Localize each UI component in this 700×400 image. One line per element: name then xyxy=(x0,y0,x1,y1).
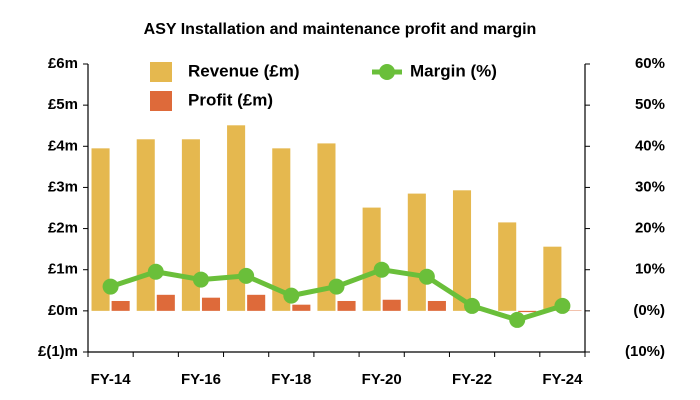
x-tick-label: FY-24 xyxy=(542,371,583,388)
line-marker xyxy=(373,261,390,278)
bar xyxy=(91,148,110,311)
x-tick-label: FY-20 xyxy=(362,371,402,388)
chart-title: ASY Installation and maintenance profit … xyxy=(144,21,537,38)
bar xyxy=(156,294,175,311)
y-tick-label: £0m xyxy=(48,302,78,319)
line-marker xyxy=(192,271,209,288)
bar xyxy=(498,222,517,311)
y2-tick-label: 20% xyxy=(635,220,665,237)
bar xyxy=(247,294,266,311)
bar xyxy=(362,207,381,311)
bar xyxy=(136,139,155,311)
y2-tick-label: (0%) xyxy=(633,302,665,319)
line-marker xyxy=(509,311,526,328)
line-marker xyxy=(554,297,571,314)
line-marker xyxy=(147,263,164,280)
line-marker xyxy=(283,287,300,304)
bar xyxy=(181,139,200,311)
line-marker xyxy=(328,278,345,295)
y-tick-label: £3m xyxy=(48,178,78,195)
bar xyxy=(543,246,562,311)
bar xyxy=(201,297,221,311)
line-marker xyxy=(418,268,435,285)
y2-tick-label: 30% xyxy=(635,178,665,195)
bar xyxy=(518,310,537,313)
legend-marker xyxy=(379,64,395,80)
legend-swatch xyxy=(150,91,172,111)
y2-tick-label: 50% xyxy=(635,96,665,113)
bar xyxy=(227,125,246,311)
y-tick-label: £5m xyxy=(48,96,78,113)
bar xyxy=(382,299,401,311)
y-tick-label: £6m xyxy=(48,55,78,72)
x-tick-label: FY-16 xyxy=(181,371,221,388)
y-tick-label: £(1)m xyxy=(38,343,78,360)
bar xyxy=(272,148,291,311)
bar xyxy=(317,143,336,311)
y-tick-label: £1m xyxy=(48,261,78,278)
y2-tick-label: 10% xyxy=(635,261,665,278)
line-marker xyxy=(102,278,119,295)
line-marker xyxy=(238,267,255,284)
y2-tick-label: 40% xyxy=(635,137,665,154)
legend-label: Profit (£m) xyxy=(188,90,273,109)
legend-label: Margin (%) xyxy=(410,61,497,80)
y-tick-label: £4m xyxy=(48,137,78,154)
bar xyxy=(292,304,311,311)
legend-label: Revenue (£m) xyxy=(188,61,299,80)
x-tick-label: FY-22 xyxy=(452,371,492,388)
bar xyxy=(407,193,426,311)
legend-swatch xyxy=(150,62,172,82)
line-marker xyxy=(464,297,481,314)
bar xyxy=(427,300,446,311)
bar xyxy=(452,190,472,311)
bar xyxy=(337,300,356,311)
y-tick-label: £2m xyxy=(48,220,78,237)
bar xyxy=(111,300,130,311)
x-tick-label: FY-14 xyxy=(91,371,132,388)
x-tick-label: FY-18 xyxy=(271,371,311,388)
y2-tick-label: (10%) xyxy=(625,343,665,360)
y2-tick-label: 60% xyxy=(635,55,665,72)
